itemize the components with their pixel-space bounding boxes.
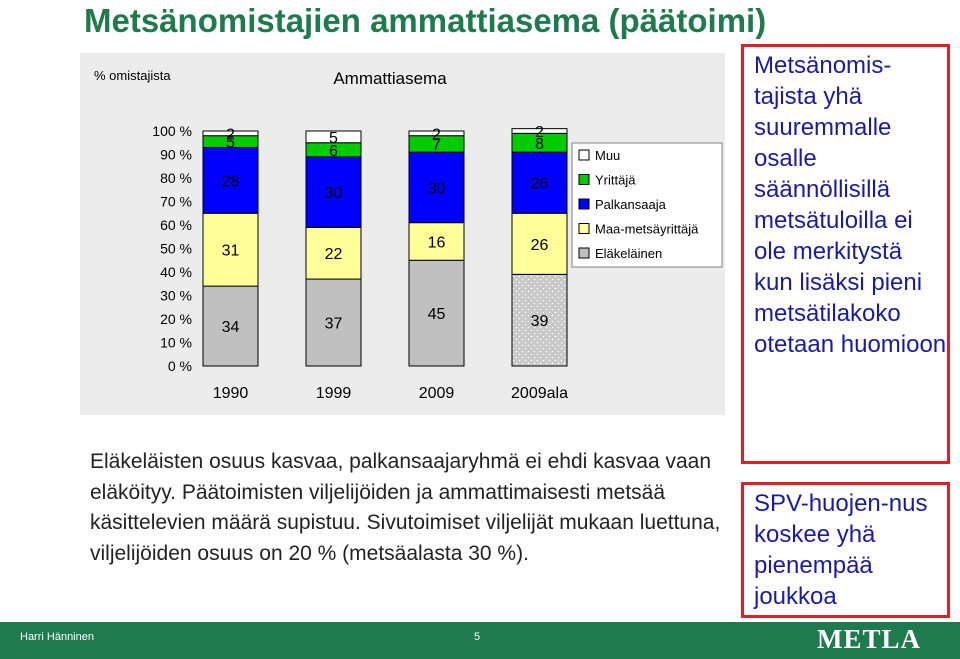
bar-segment <box>202 130 259 137</box>
bar-segment <box>305 130 362 144</box>
y-tick-label: 30 % <box>160 288 192 304</box>
legend-entry: Muu <box>595 148 620 163</box>
page-number: 5 <box>474 631 481 643</box>
y-axis-label: % omistajista <box>94 68 171 83</box>
y-tick-label: 100 % <box>152 123 192 139</box>
y-tick-label: 0 % <box>168 358 192 374</box>
x-tick-label: 2009 <box>419 385 455 402</box>
data-label: 45 <box>428 306 446 323</box>
stacked-bar-chart: % omistajista Ammattiasema 0 % 10 % 20 % 30… <box>94 68 723 402</box>
x-tick-label: 1999 <box>316 385 352 402</box>
chart-panel: % omistajista Ammattiasema 0 % 10 % 20 % 30… <box>80 53 725 415</box>
bar-segment <box>408 130 465 137</box>
plot-area: 0 % 10 % 20 % 30 % 40 % 50 % 60 % 70 % 80 % 90 % 1… <box>152 123 568 402</box>
y-tick-label: 90 % <box>160 147 192 163</box>
data-label: 31 <box>222 243 240 260</box>
data-label: 8 <box>535 136 544 153</box>
bar-segment <box>511 128 568 134</box>
y-tick-label: 60 % <box>160 217 192 233</box>
bar-segment <box>408 259 465 367</box>
data-label: 39 <box>531 313 549 330</box>
note-box-spv: SPV-huojen-nus koskee yhä pienempää jouk… <box>741 482 950 618</box>
legend-entry: Eläkeläinen <box>595 246 662 261</box>
legend-swatch <box>578 247 590 259</box>
data-label: 7 <box>432 137 441 154</box>
bar-segment <box>305 278 362 367</box>
data-label: 34 <box>222 319 240 336</box>
data-label: 30 <box>428 180 446 197</box>
bar-segment <box>511 212 568 275</box>
legend-swatch <box>578 174 590 185</box>
data-label: 22 <box>325 246 343 263</box>
y-tick-label: 40 % <box>160 264 192 280</box>
metla-logo: METLA <box>817 624 922 654</box>
bar-segment <box>202 285 259 367</box>
x-tick-label: 1990 <box>213 385 249 402</box>
chart-title: Ammattiasema <box>333 69 447 88</box>
data-label: 5 <box>226 135 235 152</box>
bar-segment <box>408 222 465 261</box>
note-box-metsatulot: Metsänomis-tajista yhä suuremmalle osall… <box>741 44 950 464</box>
page-title: Metsänomistajien ammattiasema (päätoimi) <box>84 2 767 39</box>
data-label: 37 <box>325 316 343 333</box>
legend-swatch <box>578 149 590 161</box>
data-label: 26 <box>531 176 549 193</box>
y-tick-label: 10 % <box>160 335 192 351</box>
bar-segment <box>511 151 568 214</box>
bar-segment <box>511 273 568 367</box>
data-label: 6 <box>329 143 338 160</box>
y-tick-label: 20 % <box>160 311 192 327</box>
legend-swatch <box>578 223 590 234</box>
legend-entry: Maa-metsäyrittäjä <box>595 222 699 237</box>
bar-segment <box>202 212 259 287</box>
chart-legend: Muu Yrittäjä Palkansaaja Maa-metsäyrittäjä E… <box>571 142 723 268</box>
bar-segment <box>305 226 362 280</box>
footer-author: Harri Hänninen <box>20 631 94 643</box>
bar-segment <box>408 151 465 224</box>
legend-entry: Palkansaaja <box>595 197 667 212</box>
data-label: 2 <box>432 126 441 143</box>
y-tick-label: 80 % <box>160 170 192 186</box>
data-label: 2 <box>535 124 544 141</box>
data-label: 26 <box>531 237 549 254</box>
data-label: 5 <box>329 130 338 147</box>
legend-box <box>571 142 723 268</box>
x-tick-label: 2009ala <box>511 385 568 402</box>
legend-swatch <box>578 198 590 210</box>
footer-bar: Harri Hänninen 5 METLA <box>0 622 960 659</box>
data-label: 28 <box>222 173 240 190</box>
data-label: 2 <box>226 126 235 143</box>
bar-segment <box>305 156 362 228</box>
data-label: 16 <box>428 234 446 251</box>
data-label: 30 <box>325 185 343 202</box>
legend-entry: Yrittäjä <box>595 173 636 188</box>
y-tick-label: 70 % <box>160 194 192 210</box>
y-tick-label: 50 % <box>160 241 192 257</box>
caption-text: Eläkeläisten osuus kasvaa, palkansaajary… <box>90 450 721 565</box>
